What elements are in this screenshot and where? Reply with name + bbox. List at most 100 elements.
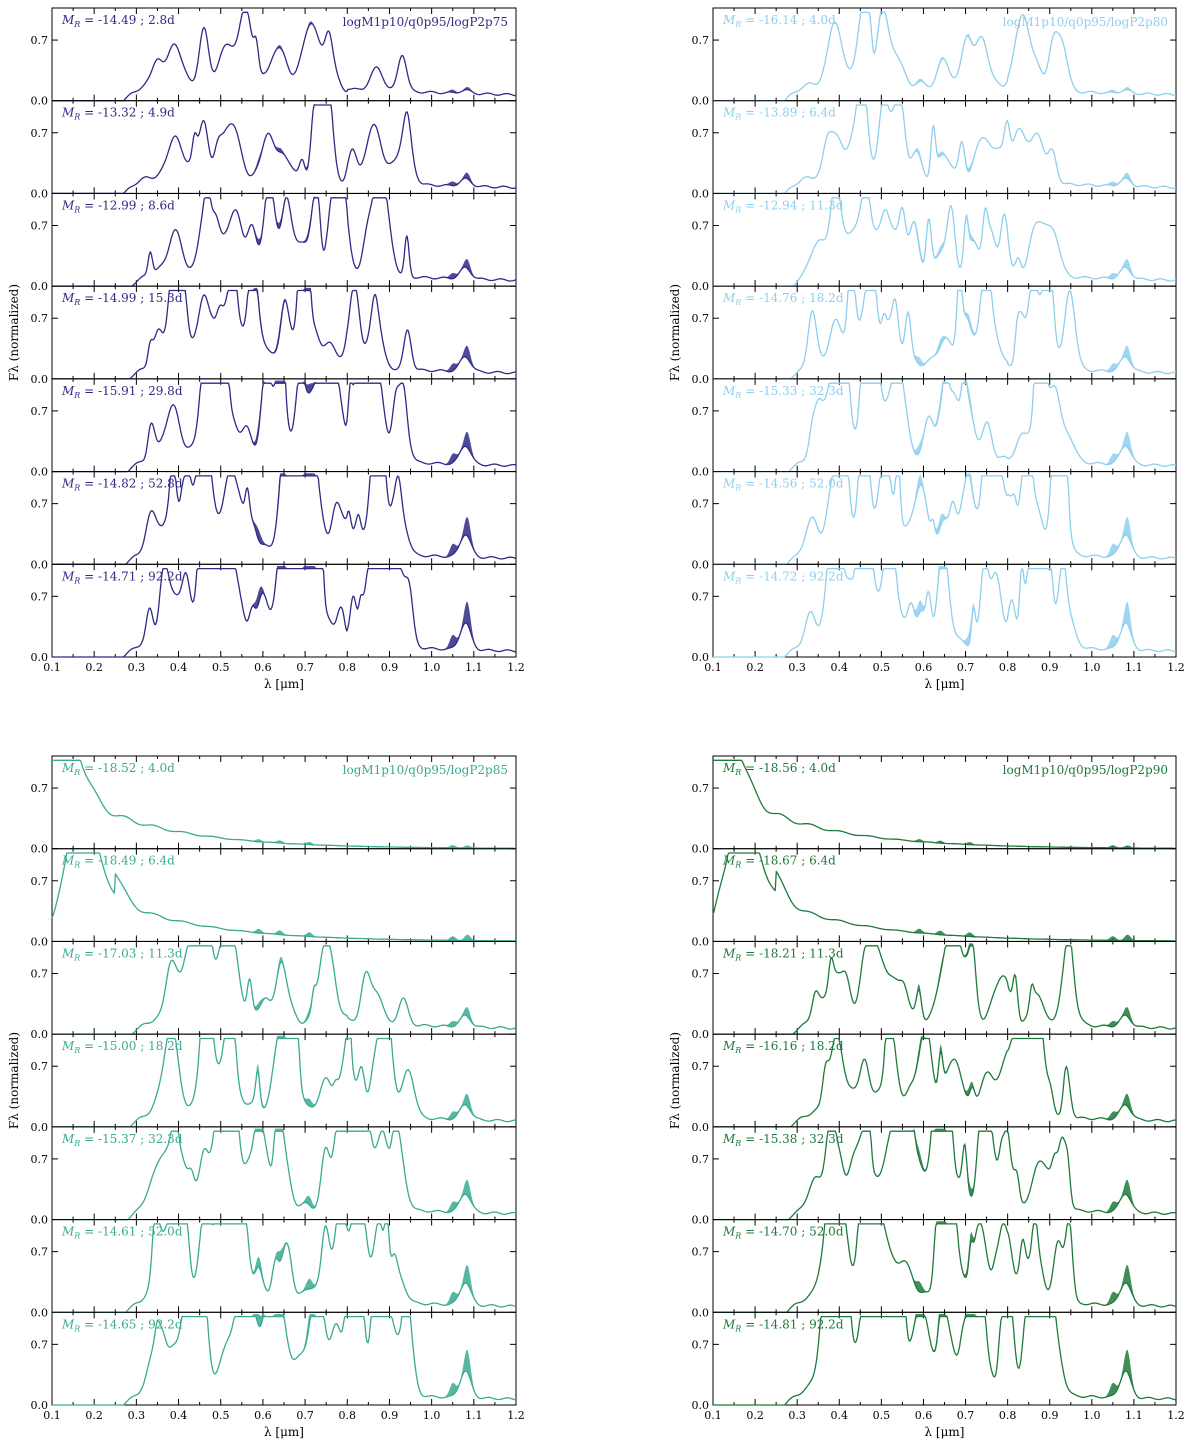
x-tick-label: 1.2 (1167, 661, 1185, 674)
epoch-label-symbol: M (722, 291, 736, 305)
spectrum-panel: 0.0 0.7 MR = -14.70 ; 52.0d (692, 1219, 1177, 1319)
y-tick-label: 0.0 (31, 1214, 49, 1227)
spectrum-panel: 0.0 0.7 MR = -13.89 ; 6.4d (692, 100, 1177, 200)
x-tick-label: 0.4 (831, 661, 849, 674)
epoch-label-equals: = (80, 854, 98, 868)
shaded-region (271, 566, 288, 608)
spectrum-panel: 0.0 0.7 MR = -14.61 ; 52.0d (31, 1219, 517, 1319)
epoch-label-equals: = (80, 569, 98, 583)
y-tick-label: 0.7 (31, 1246, 49, 1259)
epoch-label-subscript: R (73, 953, 80, 962)
shaded-region (961, 1314, 978, 1332)
y-tick-label: 0.0 (692, 187, 710, 200)
x-tick-label: 1.1 (465, 1409, 483, 1422)
model-title: logM1p10/q0p95/logP2p75 (343, 15, 508, 29)
chart-block-4: 0.00.7MR = -18.56 ; 4.0d logM1p10/q0p95/l… (668, 755, 1185, 1439)
epoch-label-equals: = (80, 1317, 98, 1331)
epoch-label-value: -14.65 ; 92.2d (98, 1317, 183, 1331)
epoch-label-symbol: M (61, 13, 75, 27)
shaded-region (911, 1272, 928, 1293)
spectrum-panel: 0.0 0.7 MR = -14.99 ; 15.3d (31, 285, 517, 386)
y-tick-label: 0.7 (692, 875, 710, 888)
epoch-label-value: -18.52 ; 4.0d (98, 761, 175, 775)
epoch-label: MR = -14.76 ; 18.2d (722, 291, 844, 307)
x-axis-label: λ [μm] (264, 677, 304, 691)
epoch-label: MR = -14.71 ; 92.2d (61, 569, 183, 585)
epoch-label-value: -14.71 ; 92.2d (98, 569, 183, 583)
epoch-label-value: -14.61 ; 52.0d (98, 1225, 183, 1239)
shaded-region (1105, 269, 1122, 279)
shaded-region (460, 934, 476, 941)
y-tick-label: 0.0 (31, 1028, 49, 1041)
shaded-region (250, 197, 267, 245)
epoch-label-equals: = (741, 198, 759, 212)
y-tick-label: 0.7 (692, 1338, 710, 1351)
epoch-label-value: -15.38 ; 32.3d (759, 1132, 844, 1146)
epoch-label-value: -14.49 ; 2.8d (98, 13, 175, 27)
epoch-label-equals: = (741, 384, 759, 398)
y-tick-label: 0.7 (692, 967, 710, 980)
x-tick-label: 0.8 (339, 661, 357, 674)
epoch-label-symbol: M (722, 477, 736, 491)
epoch-label: MR = -14.49 ; 2.8d (61, 13, 175, 29)
spectrum-panel: 0.0 0.7 MR = -14.49 ; 2.8d logM1p10/q0p95/l… (31, 7, 517, 108)
shaded-region (301, 380, 318, 393)
shaded-region (1105, 89, 1122, 93)
x-tick-label: 0.8 (999, 661, 1017, 674)
shaded-region (271, 138, 288, 160)
epoch-label-symbol: M (722, 1317, 736, 1331)
epoch-label: MR = -16.14 ; 4.0d (722, 13, 836, 29)
spectrum-panel: 0.0 0.7 MR = -14.71 ; 92.2d (31, 563, 517, 664)
shaded-region (445, 269, 461, 279)
epoch-label-subscript: R (73, 298, 80, 307)
epoch-label-value: -16.14 ; 4.0d (759, 13, 836, 27)
epoch-label: MR = -14.82 ; 52.8d (61, 477, 183, 493)
shaded-region (250, 1064, 267, 1108)
epoch-label-symbol: M (61, 761, 75, 775)
shaded-region (445, 1198, 461, 1213)
x-tick-label: 0.2 (746, 661, 764, 674)
shaded-region (445, 1017, 461, 1027)
x-tick-label: 0.4 (170, 1409, 188, 1422)
epoch-label-value: -17.03 ; 11.3d (98, 946, 183, 960)
y-tick-label: 0.7 (31, 219, 49, 232)
y-tick-label: 0.0 (31, 373, 49, 386)
shaded-region (445, 359, 461, 372)
y-tick-label: 0.7 (692, 127, 710, 140)
epoch-label-subscript: R (734, 205, 741, 214)
spectrum-panel: 0.0 0.7 MR = -18.67 ; 6.4d (692, 848, 1177, 948)
epoch-label-equals: = (741, 13, 759, 27)
shaded-region (961, 1225, 978, 1278)
epoch-label-value: -15.00 ; 18.2d (98, 1039, 183, 1053)
epoch-label-equals: = (741, 761, 759, 775)
y-tick-label: 0.0 (31, 843, 49, 856)
epoch-label-subscript: R (73, 391, 80, 400)
epoch-label-subscript: R (734, 861, 741, 870)
x-tick-label: 0.5 (873, 661, 891, 674)
x-tick-label: 0.1 (43, 1409, 61, 1422)
epoch-label: MR = -14.72 ; 92.2d (722, 569, 844, 585)
epoch-label-value: -12.99 ; 8.6d (98, 198, 175, 212)
epoch-label-symbol: M (722, 198, 736, 212)
shaded-region (1105, 631, 1122, 650)
epoch-label-value: -18.56 ; 4.0d (759, 761, 836, 775)
shaded-region (445, 631, 461, 650)
epoch-label-equals: = (741, 1317, 759, 1331)
spectrum-line (713, 382, 1177, 473)
x-tick-label: 0.7 (296, 1409, 314, 1422)
x-tick-label: 0.2 (85, 1409, 103, 1422)
epoch-label-value: -15.33 ; 32.3d (759, 384, 844, 398)
spectrum-panel: 0.0 0.7 MR = -18.52 ; 4.0d logM1p10/q0p95/l… (31, 755, 517, 856)
epoch-label: MR = -15.33 ; 32.3d (722, 384, 844, 400)
spectrum-panel: 0.0 0.7 MR = -12.94 ; 11.3d (692, 192, 1177, 293)
spectrum-panel: 0.0 0.7 MR = -15.33 ; 32.3d (692, 378, 1177, 479)
spectrum-panel: 0.0 0.7 MR = -14.76 ; 18.2d (692, 285, 1177, 386)
epoch-label-value: -14.72 ; 92.2d (759, 569, 844, 583)
y-tick-label: 0.7 (692, 1060, 710, 1073)
epoch-label-symbol: M (61, 1317, 75, 1331)
x-tick-label: 0.3 (128, 1409, 146, 1422)
spectrum-panel: 0.0 0.7 MR = -15.00 ; 18.2d (31, 1033, 517, 1134)
shaded-region (445, 1288, 461, 1306)
epoch-label: MR = -16.16 ; 18.2d (722, 1039, 844, 1055)
y-tick-label: 0.0 (31, 187, 49, 200)
